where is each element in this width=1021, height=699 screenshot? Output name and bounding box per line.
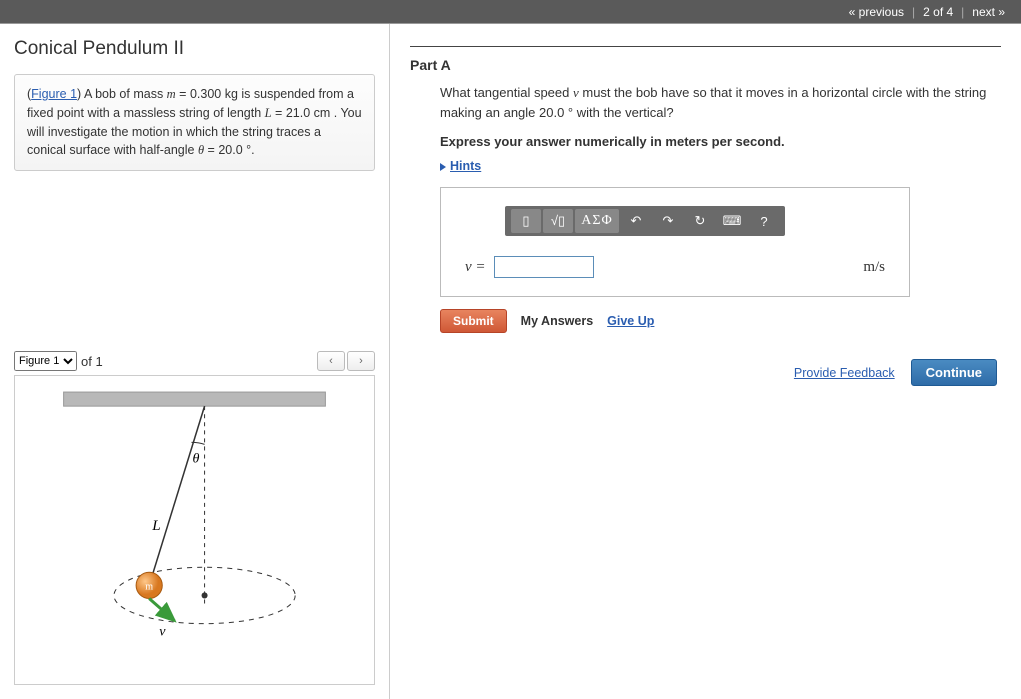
question-text: What tangential speed v must the bob hav… [440,83,1000,122]
top-nav-bar: « previous | 2 of 4 | next » [0,0,1021,24]
sqrt-icon[interactable]: √▯ [543,209,573,233]
nav-sep: | [959,5,966,19]
pendulum-diagram: m L θ v [23,384,366,676]
svg-text:m: m [145,581,153,592]
svg-text:v: v [159,624,166,640]
continue-button[interactable]: Continue [911,359,997,386]
submit-button[interactable]: Submit [440,309,507,333]
answer-box: ▯ √▯ ΑΣΦ ↶ ↷ ↻ ⌨ ? v = m/s [440,187,910,297]
svg-text:L: L [151,518,160,534]
svg-text:θ: θ [192,451,199,467]
units-label: m/s [863,259,885,276]
next-link[interactable]: next » [966,5,1011,19]
undo-icon[interactable]: ↶ [621,209,651,233]
answer-prefix: v = [465,259,486,276]
instruction-text: Express your answer numerically in meter… [440,134,1001,149]
equation-toolbar: ▯ √▯ ΑΣΦ ↶ ↷ ↻ ⌨ ? [505,206,785,236]
keyboard-icon[interactable]: ⌨ [717,209,747,233]
caret-right-icon [440,163,446,171]
divider [410,46,1001,47]
part-label: Part A [410,57,1001,73]
figure-of-label: of 1 [81,354,103,369]
reset-icon[interactable]: ↻ [685,209,715,233]
problem-statement: (Figure 1) A bob of mass m = 0.300 kg is… [14,74,375,171]
redo-icon[interactable]: ↷ [653,209,683,233]
right-column: Part A What tangential speed v must the … [390,24,1021,699]
nav-sep: | [910,5,917,19]
hints-toggle[interactable]: Hints [440,159,1001,173]
figure-toolbar: Figure 1 of 1 ‹ › [14,351,375,371]
greek-icon[interactable]: ΑΣΦ [575,209,619,233]
figure-dropdown[interactable]: Figure 1 [14,351,77,371]
figure-next-button[interactable]: › [347,351,375,371]
answer-input[interactable] [494,256,594,278]
left-column: Conical Pendulum II (Figure 1) A bob of … [0,24,390,699]
figure-selector: Figure 1 of 1 [14,351,103,371]
prev-link[interactable]: « previous [843,5,910,19]
my-answers-link[interactable]: My Answers [521,314,593,328]
page-title: Conical Pendulum II [14,38,375,60]
help-icon[interactable]: ? [749,209,779,233]
template-icon[interactable]: ▯ [511,209,541,233]
figure-link[interactable]: Figure 1 [31,87,77,101]
figure-panel: m L θ v [14,375,375,685]
feedback-link[interactable]: Provide Feedback [794,366,895,380]
figure-prev-button[interactable]: ‹ [317,351,345,371]
page-count: 2 of 4 [917,5,959,19]
give-up-link[interactable]: Give Up [607,314,654,328]
